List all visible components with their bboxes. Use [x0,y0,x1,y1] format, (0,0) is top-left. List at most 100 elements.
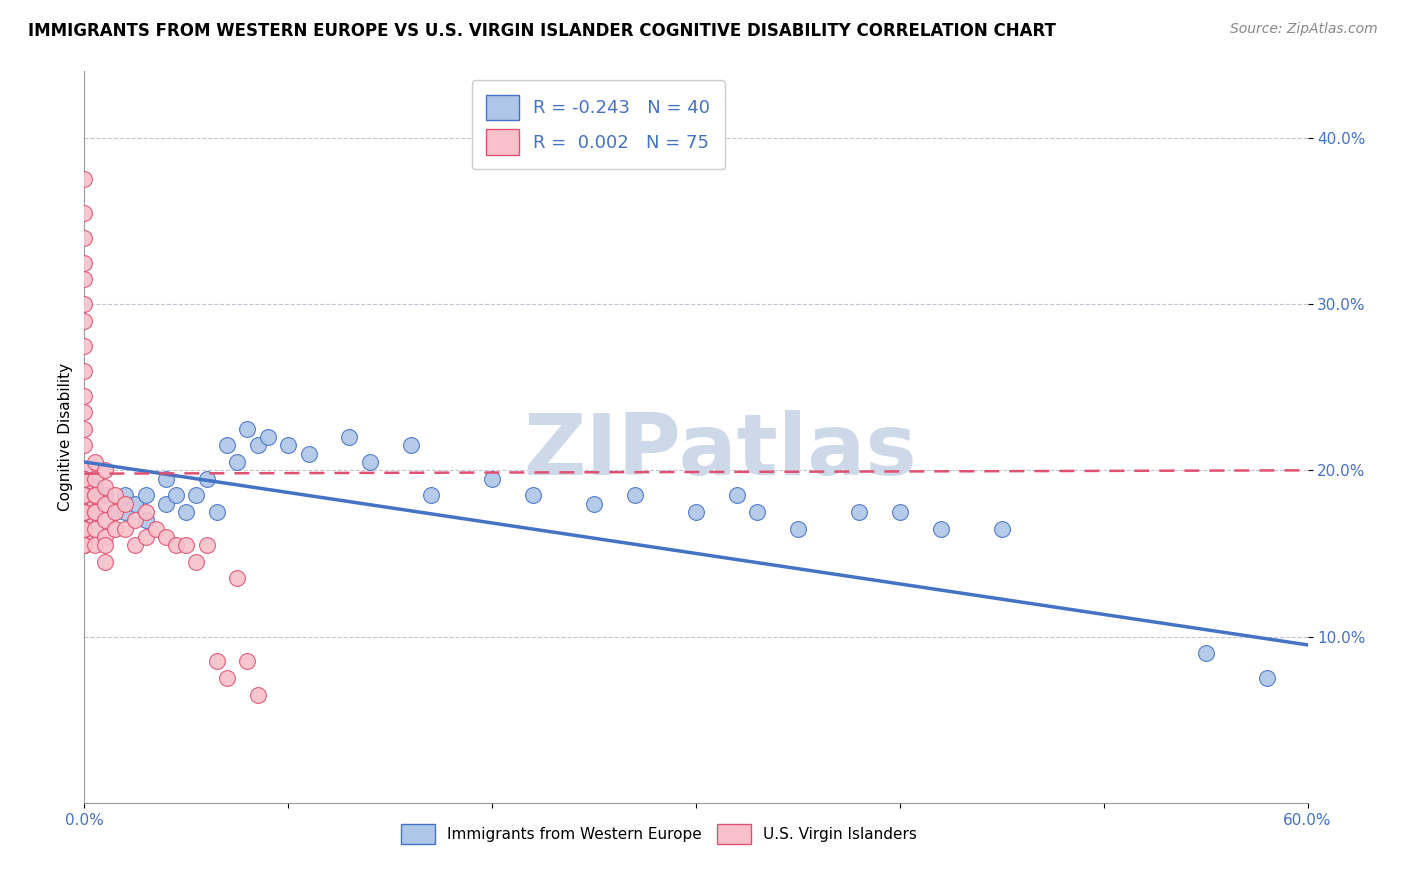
Point [73,488,96,502]
Point [73,538,96,552]
Point [93,497,115,511]
Point [298,447,321,461]
Point [83,505,105,519]
Point [114,505,136,519]
Legend: Immigrants from Western Europe, U.S. Virgin Islanders: Immigrants from Western Europe, U.S. Vir… [395,818,924,850]
Point [93,530,115,544]
Point [725,488,748,502]
Point [73,314,96,328]
Text: IMMIGRANTS FROM WESTERN EUROPE VS U.S. VIRGIN ISLANDER COGNITIVE DISABILITY CORR: IMMIGRANTS FROM WESTERN EUROPE VS U.S. V… [28,22,1056,40]
Point [93,538,115,552]
Point [73,272,96,286]
Point [73,405,96,419]
Point [83,505,105,519]
Point [104,505,127,519]
Point [195,472,218,486]
Point [73,505,96,519]
Point [93,555,115,569]
Y-axis label: Cognitive Disability: Cognitive Disability [58,363,73,511]
Point [929,521,952,535]
Point [73,488,96,502]
Point [83,538,105,552]
Point [135,530,157,544]
Point [1195,646,1218,660]
Point [83,488,105,502]
Point [217,671,239,685]
Point [93,513,115,527]
Point [73,521,96,535]
Point [73,530,96,544]
Point [73,480,96,494]
Point [420,488,443,502]
Point [73,513,96,527]
Point [73,505,96,519]
Point [114,497,136,511]
Point [624,488,647,502]
Point [73,472,96,486]
Point [135,505,157,519]
Point [73,497,96,511]
Point [83,455,105,469]
Point [155,497,177,511]
Text: Source: ZipAtlas.com: Source: ZipAtlas.com [1230,22,1378,37]
Point [205,505,228,519]
Point [195,538,218,552]
Point [583,497,606,511]
Point [145,521,167,535]
Point [226,571,249,585]
Point [73,172,96,186]
Point [73,388,96,402]
Point [889,505,911,519]
Point [73,521,96,535]
Point [217,438,239,452]
Point [104,505,127,519]
Point [73,438,96,452]
Point [83,480,105,494]
Point [114,521,136,535]
Point [73,230,96,244]
Point [73,363,96,377]
Point [186,555,208,569]
Point [73,255,96,269]
Point [73,297,96,311]
Point [73,521,96,535]
Point [747,505,769,519]
Point [73,488,96,502]
Point [73,505,96,519]
Point [165,488,187,502]
Point [787,521,810,535]
Point [124,497,146,511]
Point [339,430,361,444]
Point [155,472,177,486]
Point [124,538,146,552]
Point [73,538,96,552]
Point [522,488,544,502]
Point [155,530,177,544]
Point [685,505,707,519]
Point [481,472,503,486]
Point [104,521,127,535]
Point [104,488,127,502]
Point [124,513,146,527]
Point [991,521,1014,535]
Point [93,480,115,494]
Text: ZIPatlas: ZIPatlas [523,410,917,493]
Point [205,655,228,669]
Point [174,538,197,552]
Point [73,521,96,535]
Point [174,505,197,519]
Point [236,422,259,436]
Point [226,455,249,469]
Point [73,463,96,477]
Point [73,505,96,519]
Point [73,422,96,436]
Point [399,438,422,452]
Point [359,455,381,469]
Point [277,438,299,452]
Point [246,688,269,702]
Point [73,538,96,552]
Point [83,521,105,535]
Point [73,205,96,219]
Point [236,655,259,669]
Point [73,505,96,519]
